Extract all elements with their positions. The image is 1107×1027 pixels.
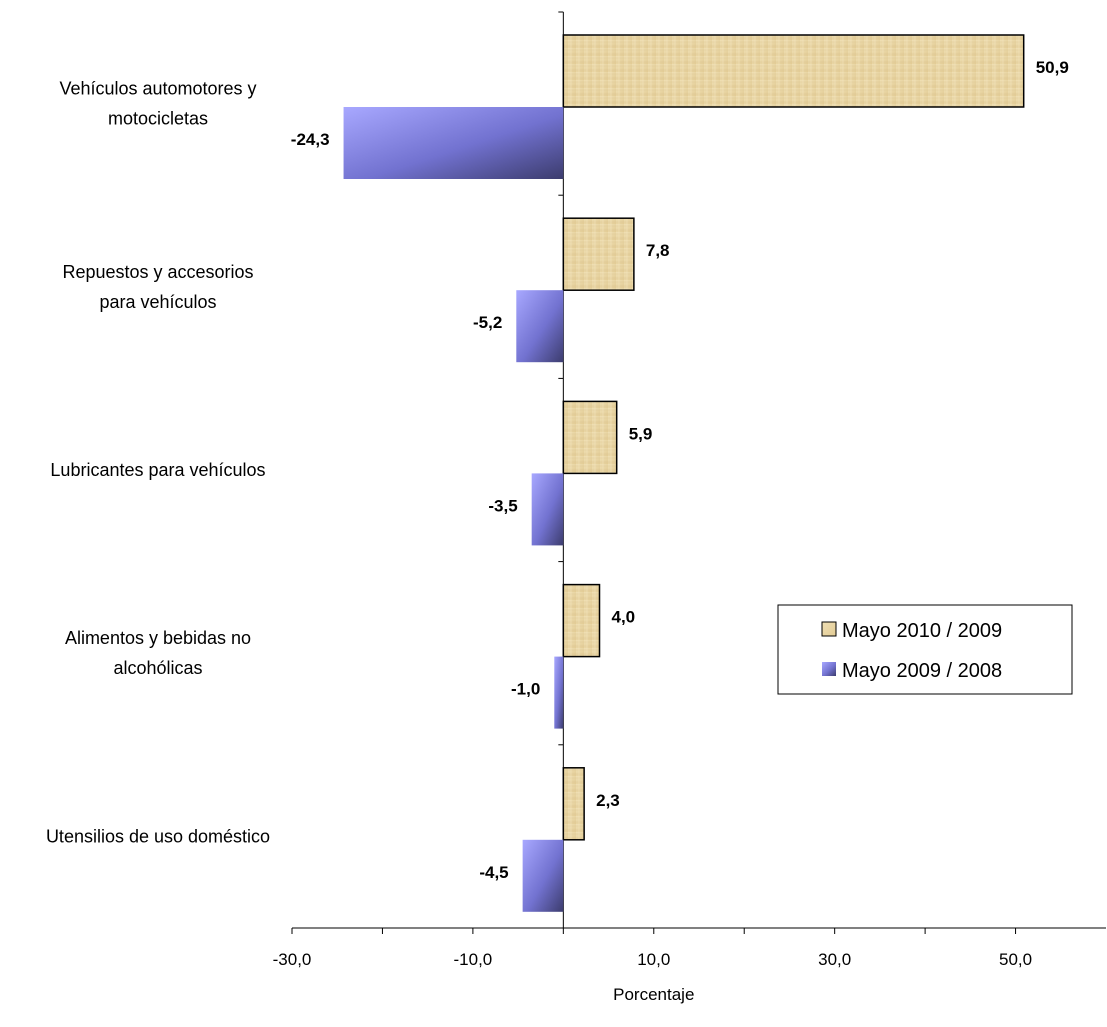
data-label: 2,3	[596, 791, 620, 810]
x-tick-label: -30,0	[273, 950, 312, 969]
x-tick-label: -10,0	[454, 950, 493, 969]
data-label: 5,9	[629, 424, 653, 443]
category-label: Utensilios de uso doméstico	[46, 826, 270, 846]
bar-mayo-2010-2009	[562, 34, 1025, 108]
bar-mayo-2009-2008	[522, 839, 564, 912]
bar-mayo-2010-2009	[562, 217, 635, 291]
x-tick-label: 30,0	[818, 950, 851, 969]
category-label: Repuestos y accesorios para vehículos	[62, 262, 253, 312]
category-label: Lubricantes para vehículos	[50, 460, 265, 480]
legend-swatch	[821, 621, 837, 637]
data-label: -5,2	[473, 313, 502, 332]
x-tick-label: 10,0	[637, 950, 670, 969]
bar-mayo-2009-2008	[343, 107, 564, 179]
legend-swatch	[822, 662, 836, 676]
data-label: -24,3	[291, 130, 330, 149]
bar-mayo-2010-2009	[562, 583, 601, 658]
data-label: 4,0	[612, 608, 636, 627]
x-axis-title: Porcentaje	[613, 985, 694, 1004]
data-label: -4,5	[479, 863, 508, 882]
bar-mayo-2010-2009	[562, 767, 585, 841]
bar-mayo-2009-2008	[531, 473, 564, 546]
data-label: 50,9	[1036, 58, 1069, 77]
legend: Mayo 2010 / 2009 Mayo 2009 / 2008	[777, 604, 1073, 695]
legend-box	[777, 604, 1073, 695]
category-label: Vehículos automotores y motocicletas	[59, 79, 256, 129]
x-tick-label: 50,0	[999, 950, 1032, 969]
data-label: -3,5	[488, 496, 517, 515]
legend-label: Mayo 2010 / 2009	[842, 620, 1002, 642]
bar-mayo-2010-2009	[562, 400, 618, 475]
category-label: Alimentos y bebidas no alcohólicas	[65, 628, 251, 678]
data-label: 7,8	[646, 241, 670, 260]
bar-mayo-2009-2008	[554, 656, 564, 729]
bar-mayo-2009-2008	[516, 290, 564, 363]
data-label: -1,0	[511, 680, 540, 699]
legend-label: Mayo 2009 / 2008	[842, 660, 1002, 682]
